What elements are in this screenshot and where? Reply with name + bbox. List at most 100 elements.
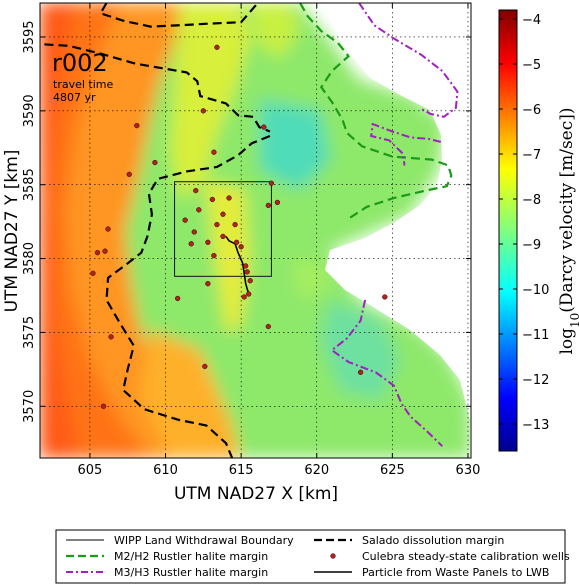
x-axis-label: UTM NAD27 X [km] bbox=[174, 484, 338, 504]
legend-box bbox=[55, 529, 566, 584]
calibration-well-point bbox=[357, 369, 364, 375]
wipp-boundary bbox=[174, 181, 272, 277]
calibration-well-point bbox=[232, 221, 238, 228]
legend-label: Culebra steady-state calibration wells bbox=[362, 550, 570, 563]
x-tick-label: 610 bbox=[153, 463, 178, 478]
colorbar-tick-label: −6 bbox=[522, 103, 541, 118]
m3h3-margin-line bbox=[370, 122, 442, 166]
colorbar-tick-label: −13 bbox=[522, 418, 549, 433]
colorbar-tick-label: −8 bbox=[522, 193, 541, 208]
y-tick-label: 3585 bbox=[22, 168, 37, 201]
calibration-well-point bbox=[214, 221, 220, 228]
legend-label: Particle from Waste Panels to LWB bbox=[362, 566, 549, 579]
calibration-well-point bbox=[261, 124, 267, 130]
colorbar-tick-label: −7 bbox=[522, 148, 541, 163]
salado-margin-line bbox=[105, 134, 271, 458]
calibration-well-point bbox=[247, 278, 253, 284]
calibration-well-point bbox=[205, 239, 211, 245]
x-tick-label: 625 bbox=[380, 463, 405, 478]
calibration-well-point bbox=[196, 207, 202, 213]
legend: WIPP Land Withdrawal Boundary Salado diss… bbox=[66, 534, 570, 579]
calibration-well-point bbox=[188, 241, 194, 247]
legend-item: M3/H3 Rustler halite margin bbox=[66, 566, 268, 579]
colorbar-tick-label: −11 bbox=[522, 328, 549, 343]
axes-frame bbox=[39, 2, 472, 459]
axis-ticks: 605 610 615 620 625 630 3570 3575 3580 3585 3590 35… bbox=[22, 3, 480, 478]
calibration-well-point bbox=[238, 244, 244, 250]
x-tick-label: 620 bbox=[304, 463, 329, 478]
calibration-well-point bbox=[214, 44, 220, 50]
calibration-well-point bbox=[382, 294, 388, 300]
particle-path bbox=[225, 235, 250, 295]
calibration-well-point bbox=[233, 239, 240, 245]
legend-item: M2/H2 Rustler halite margin bbox=[66, 550, 268, 563]
colorbar-tick-label: −4 bbox=[522, 13, 541, 28]
calibration-well-point bbox=[102, 248, 108, 254]
y-tick-label: 3580 bbox=[22, 242, 37, 275]
calibration-well-point bbox=[220, 233, 226, 240]
calibration-well-point bbox=[152, 159, 158, 166]
y-tick-label: 3590 bbox=[22, 94, 37, 127]
calibration-well-point bbox=[200, 108, 206, 114]
y-tick-label: 3575 bbox=[22, 316, 37, 349]
panel-label: r002 bbox=[52, 49, 108, 77]
calibration-well-point bbox=[211, 149, 217, 155]
calibration-well-point bbox=[134, 122, 140, 129]
calibration-well-point bbox=[241, 294, 247, 300]
calibration-well-point bbox=[265, 323, 272, 330]
travel-time-label: travel time bbox=[53, 78, 113, 91]
calibration-well-point bbox=[274, 199, 281, 206]
colorbar-tick-label: −9 bbox=[522, 238, 541, 253]
legend-label: M3/H3 Rustler halite margin bbox=[114, 566, 268, 579]
salado-margin-line bbox=[98, 3, 259, 28]
calibration-well-point bbox=[126, 171, 132, 178]
calibration-well-point bbox=[209, 196, 216, 203]
outside-domain bbox=[325, 3, 471, 458]
calibration-well-point bbox=[174, 295, 181, 302]
x-tick-label: 605 bbox=[77, 463, 102, 478]
legend-label: WIPP Land Withdrawal Boundary bbox=[114, 534, 294, 547]
x-tick-label: 615 bbox=[229, 463, 254, 478]
legend-item: Salado dissolution margin bbox=[314, 534, 504, 547]
legend-item: WIPP Land Withdrawal Boundary bbox=[66, 534, 294, 547]
grid bbox=[40, 3, 471, 458]
calibration-well-point bbox=[244, 269, 250, 275]
calibration-well-point bbox=[226, 195, 232, 201]
calibration-well-point bbox=[202, 363, 208, 370]
y-tick-label: 3595 bbox=[22, 20, 37, 53]
y-axis-label: UTM NAD27 Y [km] bbox=[2, 150, 22, 313]
calibration-well-point bbox=[265, 202, 272, 209]
colorbar-tick-label: −12 bbox=[522, 373, 549, 388]
colorbar-ticks: −13 −12 −11 −10 −9 −8 −7 −6 −5 −4 bbox=[499, 13, 549, 433]
legend-item: Particle from Waste Panels to LWB bbox=[314, 566, 549, 579]
y-tick-label: 3570 bbox=[22, 390, 37, 423]
salado-margin-line bbox=[44, 43, 271, 133]
legend-label: M2/H2 Rustler halite margin bbox=[114, 550, 268, 563]
legend-swatch bbox=[330, 553, 336, 559]
calibration-well-point bbox=[243, 263, 249, 269]
calibration-well-point bbox=[90, 270, 96, 276]
m3h3-margin-line bbox=[358, 3, 459, 118]
colorbar-tick-label: −10 bbox=[522, 283, 549, 298]
travel-time-value: 4807 yr bbox=[53, 91, 96, 104]
colorbar-label: log10(Darcy velocity [m/sec]) bbox=[557, 107, 579, 354]
colorbar-tick-label: −5 bbox=[522, 58, 541, 73]
calibration-well-point bbox=[205, 281, 211, 287]
x-tick-label: 630 bbox=[456, 463, 481, 478]
overlays bbox=[44, 3, 459, 458]
calibration-well-point bbox=[193, 187, 199, 194]
calibration-well-point bbox=[94, 250, 101, 256]
calibration-well-point bbox=[105, 226, 111, 232]
m3h3-margin-line bbox=[330, 299, 443, 447]
calibration-well-point bbox=[191, 229, 197, 235]
calibration-well-point bbox=[211, 252, 217, 259]
calibration-well-point bbox=[108, 334, 114, 340]
calibration-well-point bbox=[220, 211, 226, 217]
calibration-well-point bbox=[100, 403, 107, 409]
legend-item: Culebra steady-state calibration wells bbox=[330, 550, 570, 563]
calibration-well-point bbox=[246, 291, 252, 297]
colorbar bbox=[498, 9, 518, 452]
legend-label: Salado dissolution margin bbox=[362, 534, 504, 547]
m2h2-margin-line bbox=[299, 3, 453, 220]
